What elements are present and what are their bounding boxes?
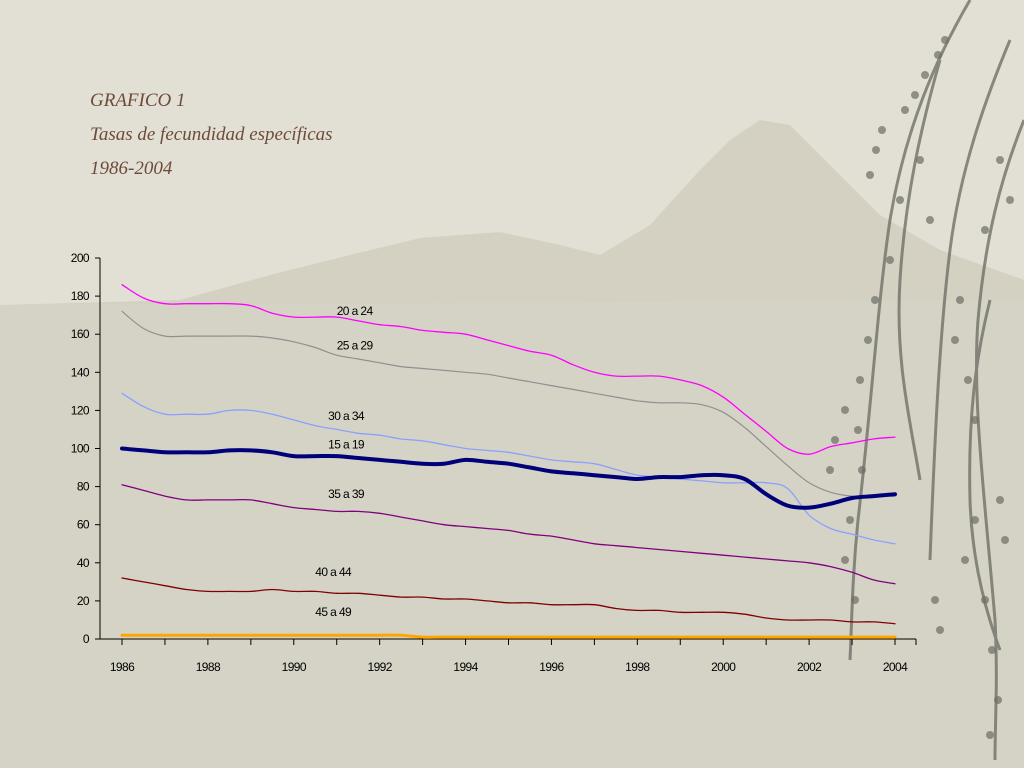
chart-series-labels: 20 a 24 25 a 29 30 a 34 15 a 19 35 a 39 40 a … [315,304,374,619]
x-tick-label: 1998 [625,660,650,674]
series-label: 40 a 44 [315,565,352,579]
series-line-25-a-29 [121,310,896,498]
y-tick-label: 180 [71,289,90,303]
y-tick-label: 120 [71,403,90,417]
x-tick-label: 1994 [453,660,478,674]
series-label: 35 a 39 [328,487,365,501]
y-tick-label: 80 [77,480,90,494]
y-tick-label: 20 [77,594,90,608]
y-tick-label: 200 [71,251,90,265]
chart-title-number: GRAFICO 1 [90,90,186,111]
series-label: 20 a 24 [337,304,374,318]
series-line-40-a-44 [121,577,896,625]
series-line-45-a-49 [120,633,897,639]
series-line-15-a-19 [120,446,897,510]
series-label: 45 a 49 [315,605,352,619]
series-label: 30 a 34 [328,409,365,423]
mountain-silhouette [0,120,1024,768]
y-tick-label: 160 [71,327,90,341]
chart-title-description: Tasas de fecundidad específicas [90,124,333,145]
chart-axes: 0 20 40 60 80 100 120 140 160 180 200 1986 1988 1990 1… [71,251,917,674]
x-tick-label: 2000 [711,660,736,674]
y-tick-label: 40 [77,556,90,570]
series-line-35-a-39 [121,484,896,585]
willow-branches [848,0,1024,761]
x-tick-label: 1996 [539,660,564,674]
x-tick-label: 1990 [282,660,307,674]
x-tick-label: 2002 [797,660,822,674]
series-label: 15 a 19 [328,438,365,452]
y-tick-label: 0 [83,632,90,646]
x-tick-label: 1988 [196,660,221,674]
willow-buds [826,36,1014,739]
chart-title-years: 1986-2004 [90,158,173,179]
chart-series-lines [120,284,897,639]
y-tick-label: 100 [71,442,90,456]
x-tick-label: 1992 [368,660,393,674]
chart-title-block: GRAFICO 1 Tasas de fecundidad específica… [90,84,333,186]
series-line-30-a-34 [121,392,896,545]
x-tick-label: 2004 [883,660,908,674]
y-tick-label: 140 [71,365,90,379]
x-tick-label: 1986 [110,660,135,674]
series-label: 25 a 29 [337,338,374,352]
series-line-20-a-24 [121,284,896,455]
y-tick-label: 60 [77,518,90,532]
